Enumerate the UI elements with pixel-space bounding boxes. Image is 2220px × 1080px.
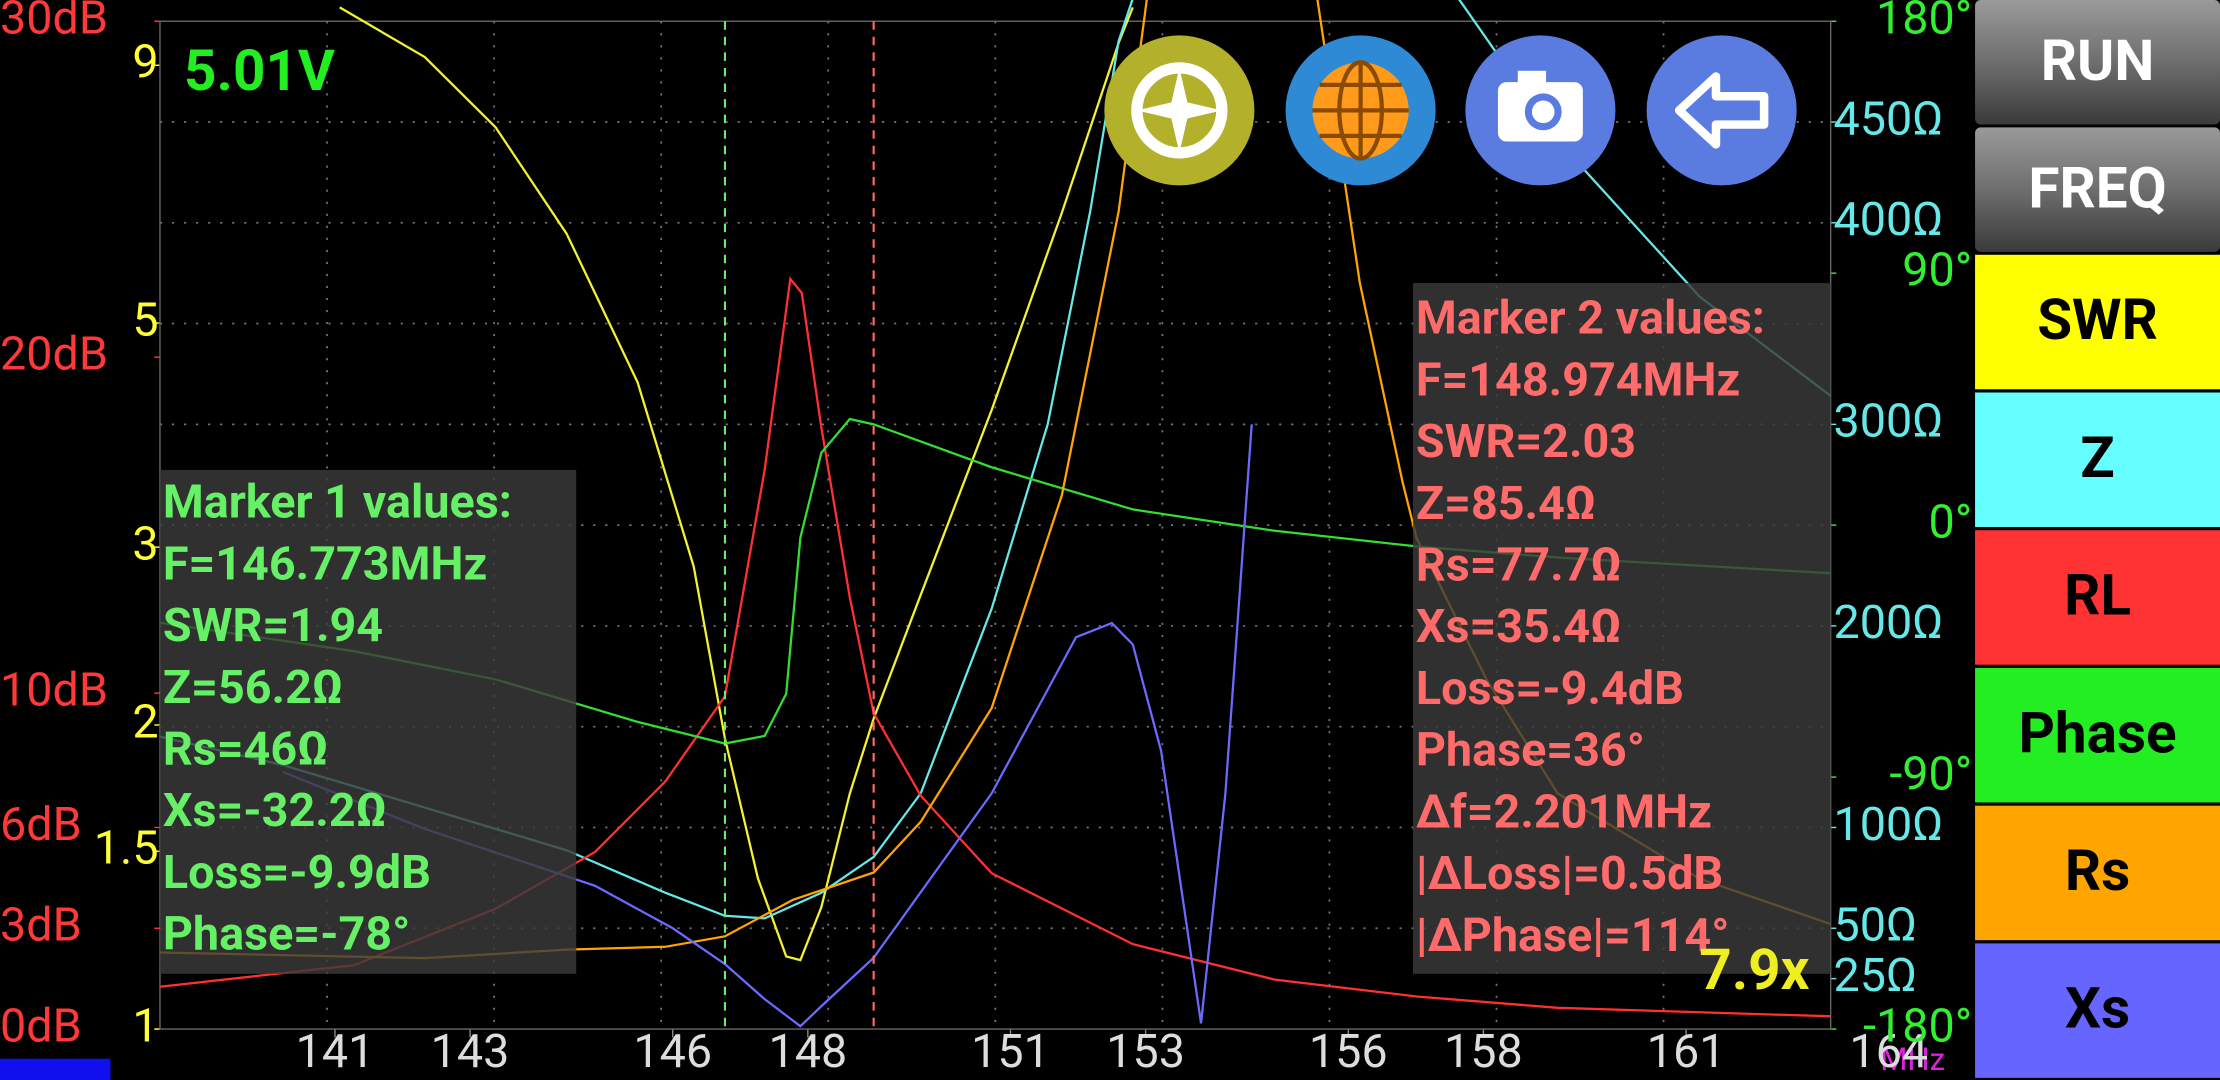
marker-text: Z=85.4Ω [1416, 477, 1596, 531]
menu-button[interactable] [1975, 0, 2220, 125]
legend-button[interactable] [1975, 254, 2220, 390]
marker-text: Loss=-9.4dB [1416, 662, 1684, 716]
phase-tick-label: -180° [1863, 999, 1972, 1053]
curve-phase [159, 417, 1831, 745]
rl-tick-label: 20dB [0, 328, 108, 382]
menu-button-label[interactable]: FREQ [2028, 154, 2166, 221]
marker-text: Δf=2.201MHz [1416, 785, 1712, 839]
curve-rl [159, 276, 1831, 1018]
swr-tick-label: 9 [132, 36, 158, 90]
phase-tick-label: 180° [1876, 0, 1972, 46]
z-tick-label: 200Ω [1833, 596, 1943, 650]
curve-swr [339, 6, 1134, 962]
zoom: 7.9x [1699, 936, 1809, 1003]
rl-tick-label: 3dB [0, 899, 82, 953]
marker-text: |ΔLoss|=0.5dB [1416, 847, 1723, 901]
z-tick-label: 400Ω [1833, 193, 1943, 247]
legend-label[interactable]: RL [2064, 562, 2131, 629]
z-tick-label: 100Ω [1833, 798, 1943, 852]
x-tick-label: 156 [1309, 1025, 1388, 1079]
voltage: 5.01V [184, 37, 335, 104]
swr-tick-label: 5 [132, 293, 158, 347]
swr-tick-label: 2 [132, 695, 158, 749]
x-tick-label: 146 [633, 1025, 712, 1079]
marker-text: Marker 2 values: [1416, 292, 1765, 346]
marker-text: SWR=1.94 [163, 599, 383, 653]
x-tick-label: 158 [1444, 1025, 1523, 1079]
tune-button[interactable] [1104, 35, 1255, 186]
phase-tick-label: -90° [1889, 747, 1972, 801]
marker-text: Phase=-78° [163, 908, 410, 962]
rl-tick-label: 30dB [0, 0, 108, 46]
web-button[interactable] [1285, 35, 1436, 186]
legend-button[interactable] [1975, 805, 2220, 941]
x-tick-label: 151 [971, 1025, 1050, 1079]
legend-label[interactable]: Xs [2065, 975, 2130, 1042]
marker-text: SWR=2.03 [1416, 415, 1636, 469]
z-tick-label: 450Ω [1833, 92, 1943, 146]
legend-button[interactable] [1975, 943, 2220, 1078]
swr-tick-label: 1.5 [94, 822, 159, 876]
legend-label[interactable]: SWR [2037, 286, 2158, 353]
x-tick-label: 141 [296, 1025, 375, 1079]
side-panel: RUN FREQ SWR Z RL Phase Rs Xs [1975, 0, 2220, 1078]
swr-tick-label: 3 [132, 517, 158, 571]
marker-text: Xs=-32.2Ω [163, 784, 387, 838]
rl-tick-label: 6dB [0, 798, 82, 852]
marker-text: |ΔPhase|=114° [1416, 909, 1730, 963]
legend-label[interactable]: Z [2080, 424, 2114, 491]
marker-box [1412, 283, 1831, 974]
swr-tick-label: 1 [132, 999, 158, 1053]
marker-text: Phase=36° [1416, 724, 1645, 778]
phase-tick-label: 0° [1929, 495, 1973, 549]
z-tick-label: 50Ω [1833, 899, 1917, 953]
menu-button[interactable] [1975, 127, 2220, 252]
marker-text: F=148.974MHz [1416, 353, 1740, 407]
overlay: Marker 1 values: F=146.773MHz SWR=1.94 Z=56… [159, 283, 1831, 974]
marker-text: Rs=77.7Ω [1416, 539, 1622, 593]
x-tick-label: 161 [1647, 1025, 1726, 1079]
back-button[interactable] [1646, 35, 1797, 186]
x-tick-label: 143 [431, 1025, 510, 1079]
phase-tick-label: 90° [1902, 244, 1972, 298]
z-tick-label: 25Ω [1833, 949, 1917, 1003]
x-tick-label: 164 [1849, 1025, 1928, 1079]
marker-text: F=146.773MHz [163, 537, 487, 591]
legend-label[interactable]: Phase [2018, 699, 2176, 766]
curves [159, 0, 1831, 1030]
z-tick-label: 300Ω [1833, 395, 1943, 449]
menu-button-label[interactable]: RUN [2041, 27, 2155, 94]
legend-button[interactable] [1975, 667, 2220, 803]
legend-button[interactable] [1975, 392, 2220, 527]
marker-text: Xs=35.4Ω [1416, 600, 1622, 654]
x-tick-label: 148 [768, 1025, 847, 1079]
marker-text: Loss=-9.9dB [163, 846, 431, 900]
progress-bar [0, 1058, 111, 1080]
x-unit: MHz [1880, 1041, 1945, 1078]
camera-button[interactable] [1465, 35, 1616, 186]
legend-label[interactable]: Rs [2065, 837, 2130, 904]
marker-box [159, 469, 577, 974]
marker-text: Rs=46Ω [163, 723, 329, 777]
rl-tick-label: 10dB [0, 663, 108, 717]
marker-text: Z=56.2Ω [163, 661, 343, 715]
toolbar [1104, 35, 1797, 186]
marker-text: Marker 1 values: [163, 476, 512, 530]
x-tick-label: 153 [1106, 1025, 1185, 1079]
legend-button[interactable] [1975, 530, 2220, 665]
rl-tick-label: 0dB [0, 999, 82, 1053]
